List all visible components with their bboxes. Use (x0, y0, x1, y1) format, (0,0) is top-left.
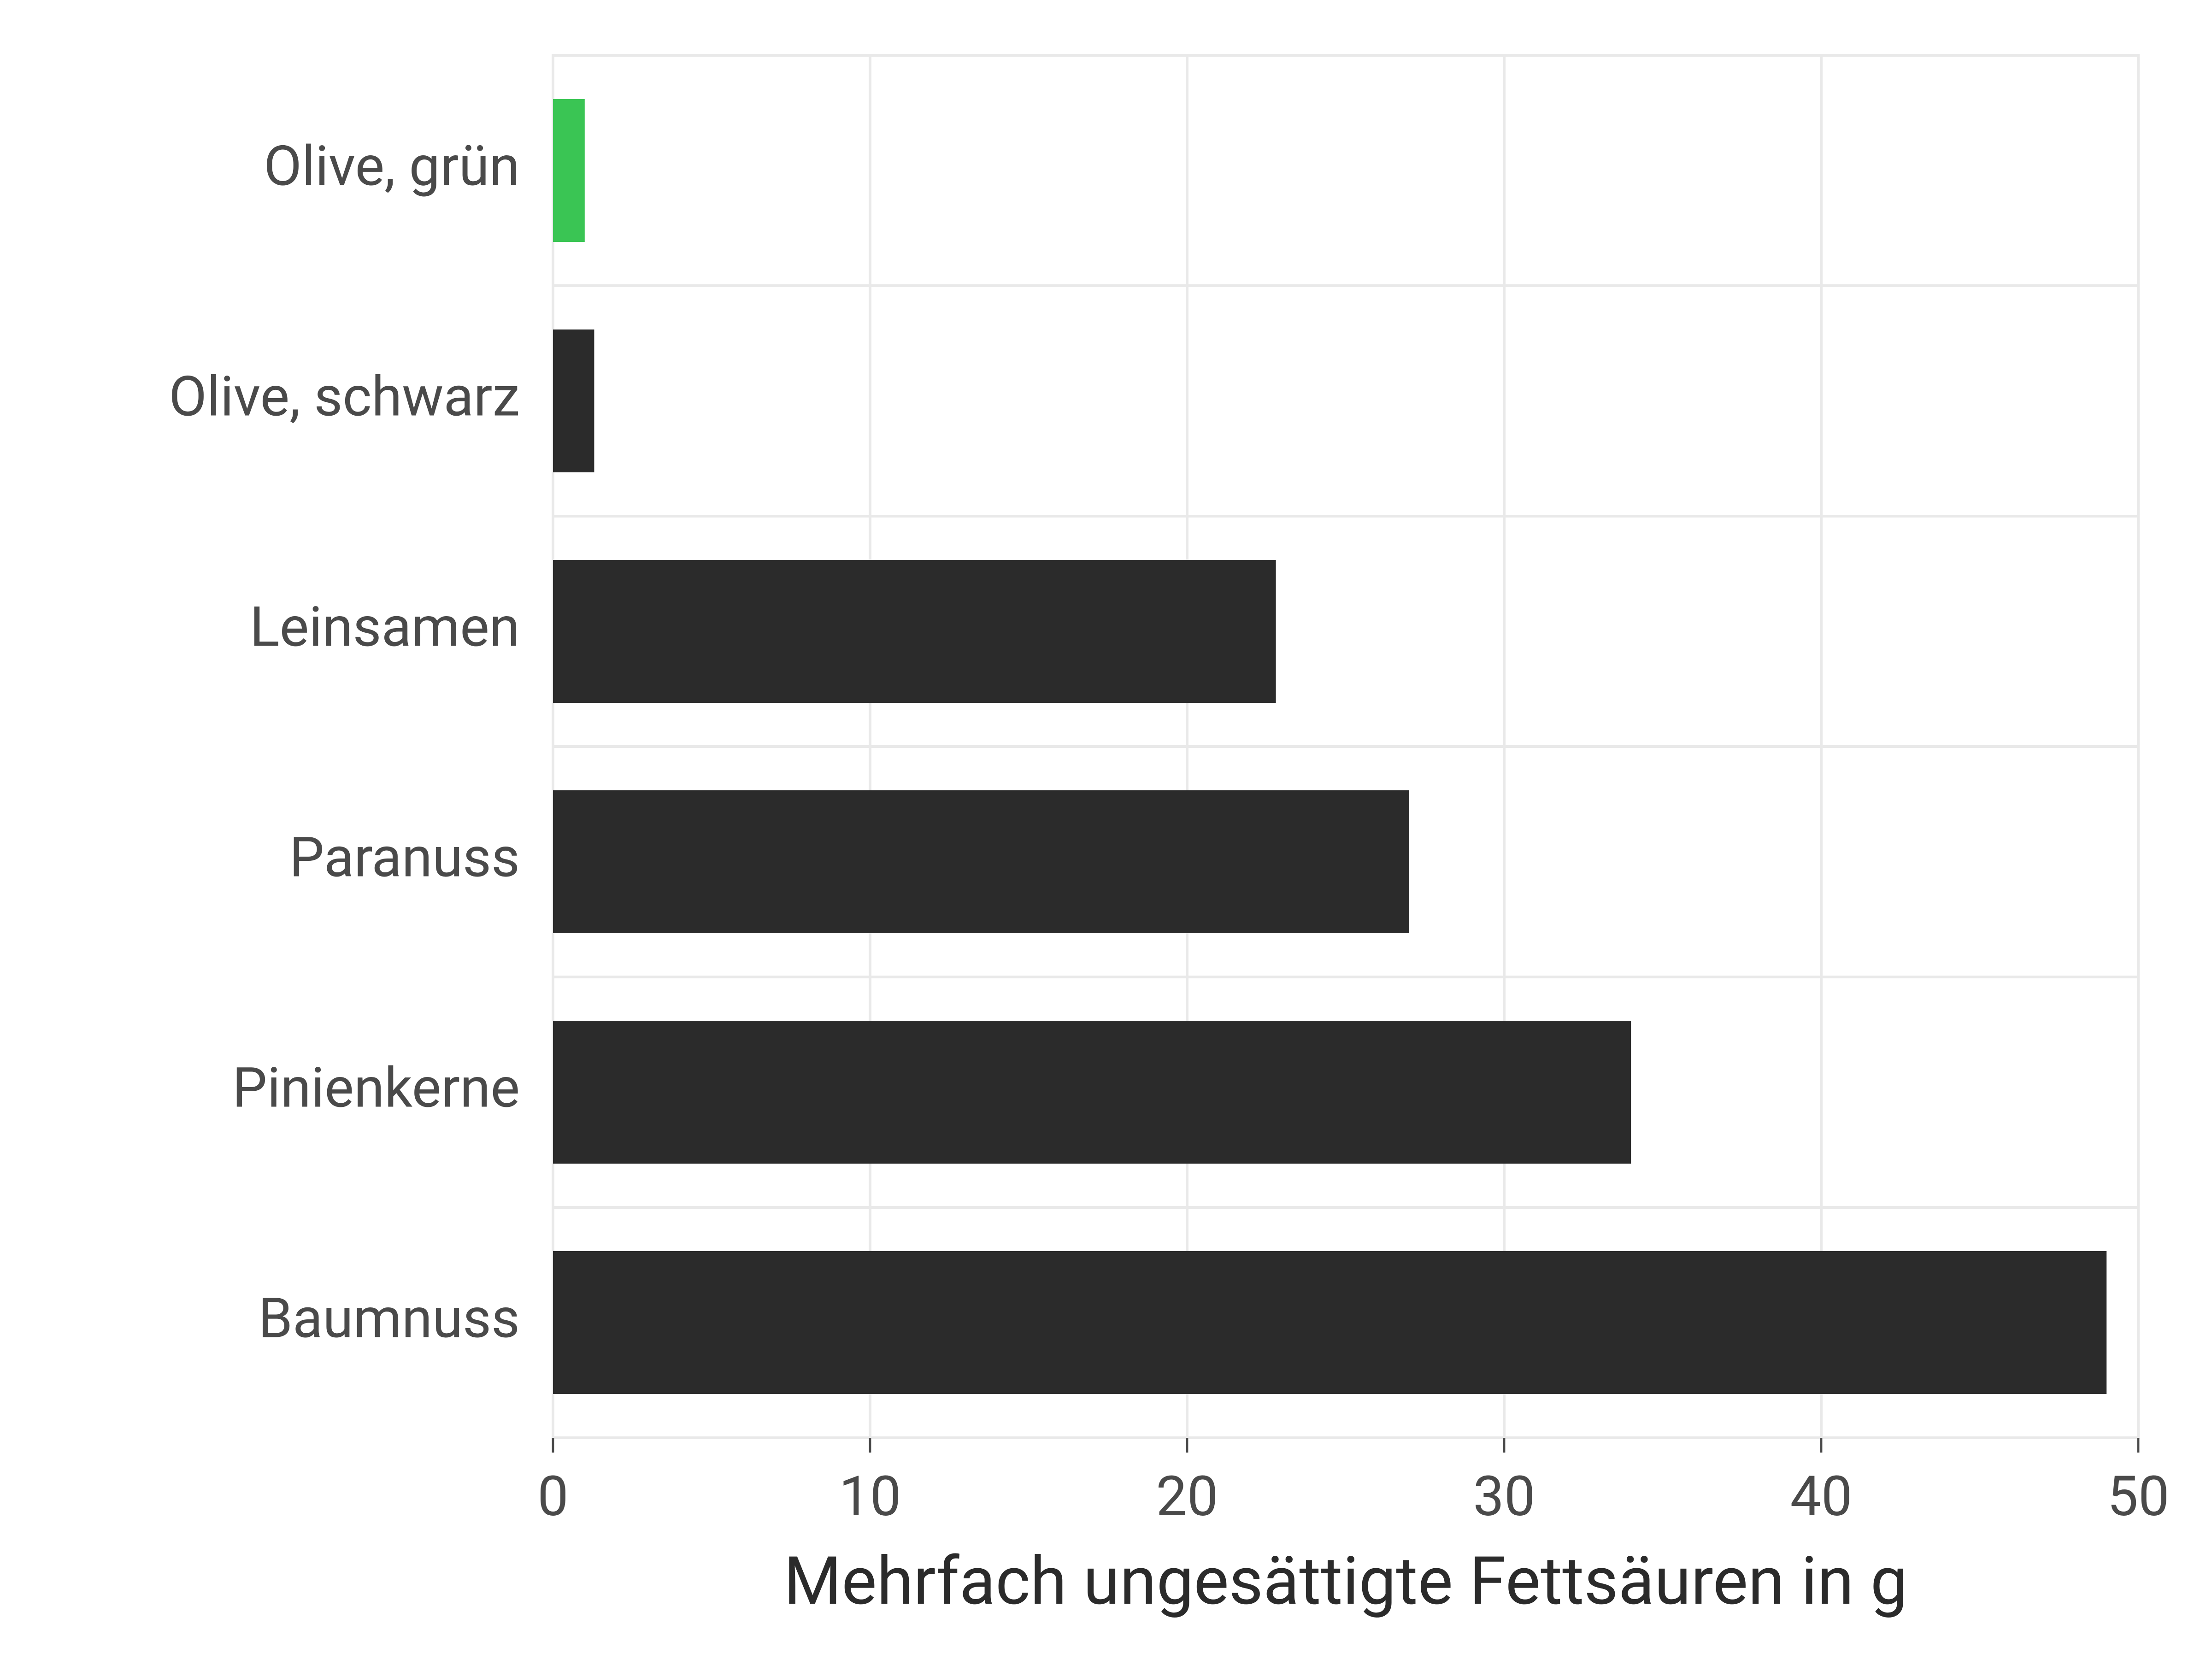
x-tick-label: 0 (537, 1465, 568, 1529)
y-tick-label: Paranuss (289, 826, 520, 890)
bar (553, 329, 594, 472)
y-tick-label: Baumnuss (258, 1287, 520, 1351)
bar-chart: Olive, grün Olive, schwarz Leinsamen Paranu… (0, 0, 2212, 1659)
x-tick-label: 10 (839, 1465, 901, 1529)
x-tick-label: 50 (2107, 1465, 2170, 1529)
bar (553, 560, 1276, 703)
chart-container: Olive, grün Olive, schwarz Leinsamen Paranu… (0, 0, 2212, 1659)
x-tick-label: 30 (1473, 1465, 1535, 1529)
y-tick-label: Olive, schwarz (169, 365, 520, 429)
bar (553, 99, 585, 242)
x-axis-label: Mehrfach ungesättigte Fettsäuren in g (784, 1542, 1908, 1620)
bar (553, 1021, 1631, 1164)
y-tick-label: Olive, grün (264, 135, 520, 199)
x-tick-label: 40 (1790, 1465, 1853, 1529)
y-tick-label: Pinienkerne (232, 1056, 520, 1121)
x-tick-label: 20 (1156, 1465, 1218, 1529)
bar (553, 1251, 2106, 1394)
bar (553, 790, 1409, 933)
y-tick-label: Leinsamen (250, 595, 520, 660)
